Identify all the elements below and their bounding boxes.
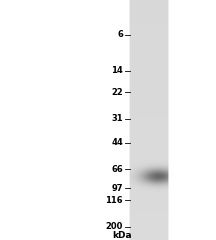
Text: kDa: kDa — [112, 231, 132, 240]
Text: 44: 44 — [111, 138, 123, 147]
Text: 200: 200 — [106, 222, 123, 231]
Text: 6: 6 — [117, 30, 123, 39]
Text: 66: 66 — [111, 165, 123, 174]
Text: 22: 22 — [111, 88, 123, 97]
Text: 31: 31 — [111, 114, 123, 123]
Text: 97: 97 — [112, 184, 123, 193]
Text: 116: 116 — [105, 196, 123, 205]
Text: 14: 14 — [111, 66, 123, 75]
